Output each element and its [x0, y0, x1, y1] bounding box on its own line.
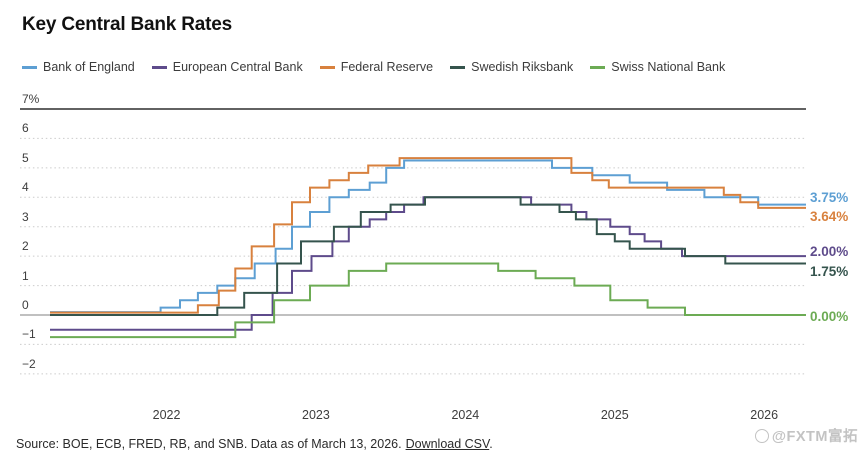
page-title: Key Central Bank Rates — [22, 14, 232, 35]
watermark: @FXTM富拓 — [754, 425, 858, 446]
watermark-text: @FXTM富拓 — [771, 429, 858, 445]
end-label-european-central-bank: 2.00% — [810, 244, 849, 260]
legend-swatch-bank-of-england — [22, 65, 37, 69]
end-label-swiss-national-bank: 0.00% — [810, 309, 849, 324]
y-tick-label-4: 4 — [22, 180, 29, 195]
chart-legend: Bank of England European Central Bank Fede… — [22, 60, 725, 74]
y-tick-label-6: 6 — [22, 121, 29, 136]
x-tick-label-2024: 2024 — [451, 408, 480, 422]
x-tick-label-2025: 2025 — [600, 408, 629, 422]
legend-item-european-central-bank: European Central Bank — [151, 60, 303, 74]
legend-swatch-european-central-bank — [151, 65, 167, 69]
y-tick-label-2: 2 — [22, 239, 29, 254]
legend-swatch-federal-reserve — [319, 65, 335, 69]
legend-swatch-swiss-national-bank — [590, 65, 606, 69]
download-csv-link[interactable]: Download CSV — [405, 437, 490, 451]
legend-label-bank-of-england: Bank of England — [43, 60, 135, 74]
source-text: Source: BOE, ECB, FRED, RB, and SNB. Dat… — [16, 437, 402, 451]
end-label-swedish-riksbank: 1.75% — [810, 263, 849, 279]
y-tick-label-3: 3 — [22, 209, 29, 224]
x-tick-label-2022: 2022 — [152, 408, 181, 422]
legend-item-bank-of-england: Bank of England — [22, 60, 135, 74]
y-tick-label-−1: −1 — [22, 327, 36, 342]
x-tick-label-2023: 2023 — [302, 408, 330, 422]
end-label-federal-reserve: 3.64% — [810, 208, 849, 224]
legend-swatch-swedish-riksbank — [450, 65, 466, 69]
legend-item-swiss-national-bank: Swiss National Bank — [590, 60, 725, 74]
legend-label-swiss-national-bank: Swiss National Bank — [611, 60, 726, 74]
y-tick-label-7: 7% — [22, 92, 40, 106]
source-suffix: . — [489, 437, 493, 451]
y-tick-label-1: 1 — [22, 268, 29, 283]
y-tick-label-5: 5 — [22, 150, 29, 165]
y-tick-label-−2: −2 — [22, 356, 36, 371]
legend-label-swedish-riksbank: Swedish Riksbank — [471, 60, 574, 74]
legend-label-federal-reserve: Federal Reserve — [340, 60, 434, 74]
series-line-swiss-national-bank — [50, 262, 806, 339]
legend-item-federal-reserve: Federal Reserve — [319, 60, 434, 74]
source-note: Source: BOE, ECB, FRED, RB, and SNB. Dat… — [16, 437, 493, 451]
legend-label-european-central-bank: European Central Bank — [172, 60, 303, 74]
legend-item-swedish-riksbank: Swedish Riksbank — [450, 60, 573, 74]
series-line-swedish-riksbank — [50, 196, 806, 316]
wechat-icon — [754, 428, 769, 443]
series-line-bank-of-england — [50, 159, 806, 314]
series-line-federal-reserve — [50, 157, 806, 314]
y-tick-label-0: 0 — [22, 298, 29, 312]
end-label-bank-of-england: 3.75% — [810, 189, 849, 205]
x-tick-label-2026: 2026 — [750, 408, 779, 422]
